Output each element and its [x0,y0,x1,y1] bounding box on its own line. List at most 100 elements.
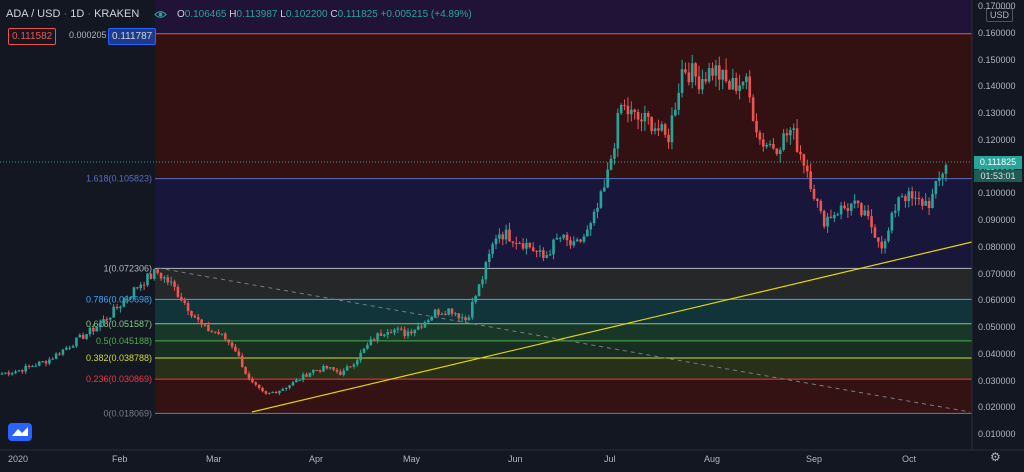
candle-body [210,331,214,333]
candle-body [826,216,829,227]
candle-body [156,269,159,273]
candle-body [416,326,420,330]
price-tick-label: 0.090000 [978,215,1016,225]
rising-trendline[interactable] [251,241,973,413]
eye-icon[interactable] [154,8,167,21]
candle-body [555,237,559,240]
candle-body [217,332,220,334]
candle-body [420,326,423,328]
candle-body [399,328,403,330]
candle-body [890,212,894,231]
symbol-header[interactable]: ADA / USD · 1D · KRAKEN [6,8,140,20]
candle-body [454,313,457,315]
candle-body [396,328,400,330]
candle-body [58,353,61,355]
candle-body [677,93,681,110]
candle-body [166,277,170,283]
candle-body [924,200,927,206]
candle-body [413,329,417,334]
candle-body [305,374,308,377]
candle-body [558,237,562,239]
candle-body [227,339,230,343]
fib-level-label: 0.5(0.045188) [96,336,152,346]
close-value: 0.111825 [337,9,378,20]
candle-body [893,210,897,213]
candle-body [657,128,660,131]
fib-band [155,33,972,179]
candle-body [602,187,606,192]
candle-body [663,124,667,135]
candle-body [498,234,501,239]
candle-body [697,76,701,90]
candle-body [247,373,251,379]
candle-body [471,301,474,318]
candle-body [538,250,542,252]
fibonacci-labels: 0(0.018069) 0.236(0.030869) 0.382(0.038788… [86,174,152,419]
candle-body [921,199,924,206]
candle-body [640,119,643,122]
dashed-trendline[interactable] [157,267,971,413]
candle-body [721,69,724,80]
candlestick-series [0,54,948,396]
candle-body [877,237,880,242]
fib-band [155,299,972,324]
candle-body [423,322,427,328]
gear-icon[interactable]: ⚙ [990,450,1001,464]
tradingview-logo-icon[interactable] [8,423,32,441]
candle-body [17,370,21,372]
candle-body [474,296,477,302]
candle-body [545,255,549,258]
candle-body [812,188,816,199]
interval[interactable]: 1D [70,8,85,20]
candle-body [71,346,75,348]
candle-body [684,69,687,73]
price-tick-label: 0.140000 [978,81,1016,92]
candle-body [92,327,95,332]
candle-body [575,239,579,242]
candle-body [937,177,941,181]
time-tick-label: Mar [206,454,222,464]
candle-body [267,392,271,394]
buy-button[interactable]: 0.111787 [108,28,157,45]
candle-body [477,284,481,297]
candle-body [931,193,934,209]
candle-body [599,191,603,208]
fib-band [155,178,972,269]
candle-body [569,240,572,246]
candle-body [718,65,721,80]
candle-body [704,79,708,82]
candle-body [833,214,836,219]
candle-body [81,334,85,339]
candle-body [379,333,383,337]
candle-body [900,196,904,198]
candle-body [643,112,647,122]
candle-body [856,200,860,204]
candle-body [383,334,386,337]
candle-body [565,234,569,241]
candle-body [240,355,244,368]
candle-body [778,149,782,154]
candle-body [562,234,565,238]
candle-body [646,112,650,117]
candle-body [809,171,812,189]
candle-body [768,143,772,145]
price-tick-label: 0.080000 [978,241,1016,252]
candle-body [792,128,796,130]
candle-body [870,216,873,228]
symbol-name[interactable]: ADA / USD [6,8,61,20]
candle-body [613,148,616,159]
candle-body [694,63,697,77]
candle-body [257,384,261,388]
candle-body [846,208,850,211]
price-tick-label: 0.050000 [978,322,1016,332]
price-tick-label: 0.060000 [978,295,1016,306]
currency-selector[interactable]: USD [986,8,1014,22]
sell-button[interactable]: 0.111582 [8,28,57,45]
candle-body [511,241,515,243]
candle-body [606,169,609,188]
candle-body [531,247,535,252]
candle-body [61,349,65,355]
candle-body [849,203,853,211]
candle-body [389,332,393,334]
